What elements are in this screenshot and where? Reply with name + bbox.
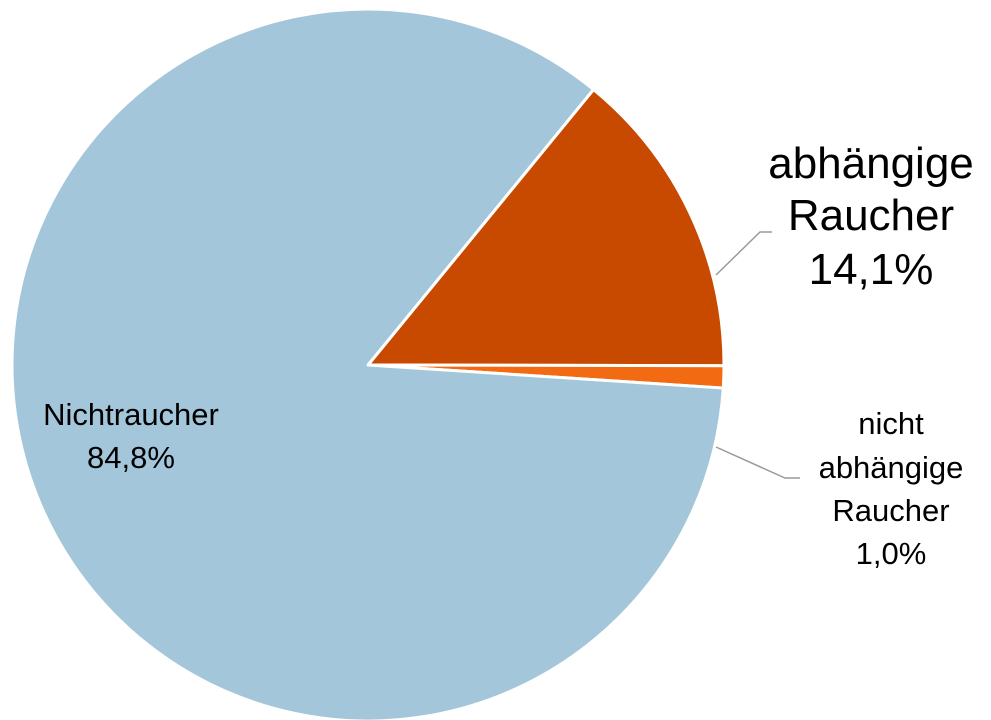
label-nichtraucher-value: 84,8% [87, 440, 175, 475]
label-nicht-abhaengige-line1: nicht [858, 406, 924, 441]
label-nicht-abhaengige-line3: Raucher [832, 493, 949, 528]
leader-line-abhaengige [715, 231, 772, 276]
label-abhaengige-line1: abhängige [768, 139, 974, 188]
label-abhaengige-line2: Raucher [788, 191, 954, 240]
slice-nichtraucher [10, 7, 725, 720]
pie-slices [10, 7, 726, 720]
label-nicht-abhaengige-raucher: nicht abhängige Raucher 1,0% [819, 406, 964, 571]
label-abhaengige-raucher: abhängige Raucher 14,1% [768, 139, 974, 294]
leader-lines [715, 231, 800, 479]
label-nichtraucher-line1: Nichtraucher [43, 397, 219, 432]
label-nicht-abhaengige-value: 1,0% [856, 536, 927, 571]
label-nicht-abhaengige-line2: abhängige [819, 450, 964, 485]
label-abhaengige-value: 14,1% [809, 245, 934, 294]
label-nichtraucher: Nichtraucher 84,8% [43, 397, 219, 475]
leader-line-nicht-abhaengige [715, 446, 800, 479]
slice-abhaengige-raucher [366, 88, 726, 368]
